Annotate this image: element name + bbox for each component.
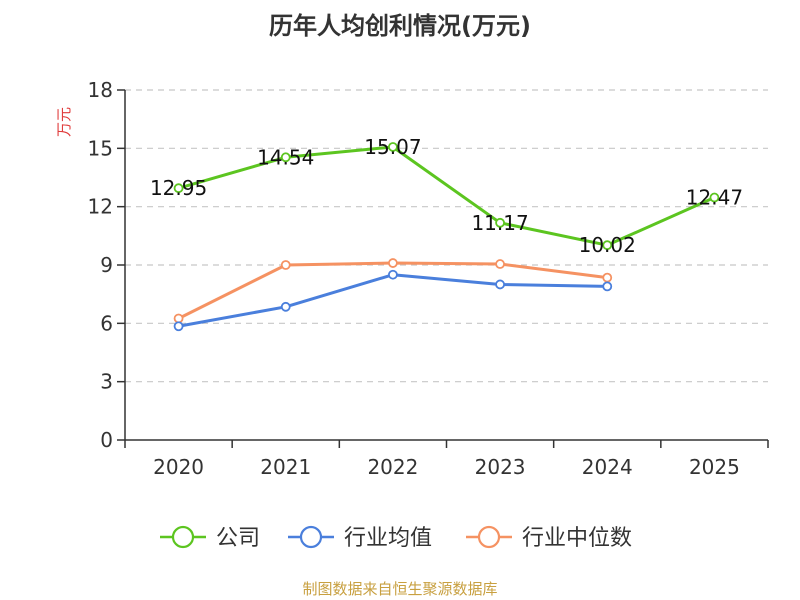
y-axis-unit-label: 万元 (55, 107, 73, 137)
data-point (173, 313, 184, 324)
y-tick-label: 6 (100, 311, 113, 335)
y-tick-label: 18 (88, 78, 113, 102)
legend-item[interactable]: 公司 (160, 525, 260, 551)
data-point (388, 142, 398, 152)
series-line (177, 273, 609, 328)
data-label: 12.47 (686, 186, 743, 210)
y-tick-label: 9 (100, 253, 113, 277)
legend-label: 行业均值 (344, 526, 432, 551)
y-tick-label: 12 (88, 195, 113, 219)
x-tick-label: 2024 (582, 455, 633, 479)
data-point (495, 217, 505, 228)
data-point (495, 279, 505, 290)
data-point (173, 183, 184, 194)
data-point (173, 321, 184, 332)
data-label: 15.07 (364, 135, 421, 159)
data-point (709, 192, 720, 203)
grid-lines (125, 89, 768, 383)
legend-label: 公司 (216, 526, 260, 551)
x-tick-label: 2023 (475, 455, 526, 479)
series-lines (173, 142, 720, 332)
series-line (177, 145, 716, 247)
data-label: 11.17 (471, 211, 528, 235)
data-point (388, 269, 398, 280)
legend-item[interactable]: 行业均值 (288, 525, 432, 551)
y-tick-label: 0 (100, 428, 113, 452)
legend[interactable]: 公司 行业均值 行业中位数 (160, 525, 632, 551)
data-labels: 12.95 14.54 15.07 11.17 10.02 12.47 (150, 135, 743, 257)
data-point (602, 272, 613, 283)
data-point (388, 258, 398, 268)
data-label: 14.54 (257, 145, 314, 169)
axes: 0 3 6 9 12 15 18 2020 2021 2022 2023 2024 2025 (88, 78, 769, 479)
data-label: 12.95 (150, 176, 207, 200)
legend-marker (171, 525, 195, 549)
legend-label: 行业中位数 (522, 526, 632, 551)
data-point (280, 260, 291, 270)
x-tick-label: 2025 (689, 455, 740, 479)
data-label: 10.02 (579, 233, 636, 257)
x-tick-label: 2021 (260, 455, 311, 479)
data-point (602, 240, 613, 251)
legend-item[interactable]: 行业中位数 (466, 525, 632, 551)
y-tick-label: 3 (100, 370, 113, 394)
y-tick-label: 15 (88, 136, 113, 160)
data-point (602, 281, 613, 292)
legend-marker (299, 525, 323, 549)
data-point (280, 301, 291, 312)
legend-marker (477, 525, 501, 549)
chart-title: 历年人均创利情况(万元) (269, 12, 531, 40)
x-tick-label: 2020 (153, 455, 204, 479)
source-note: 制图数据来自恒生聚源数据库 (302, 580, 498, 598)
x-tick-label: 2022 (367, 455, 418, 479)
data-point (280, 152, 291, 163)
data-point (495, 259, 505, 269)
